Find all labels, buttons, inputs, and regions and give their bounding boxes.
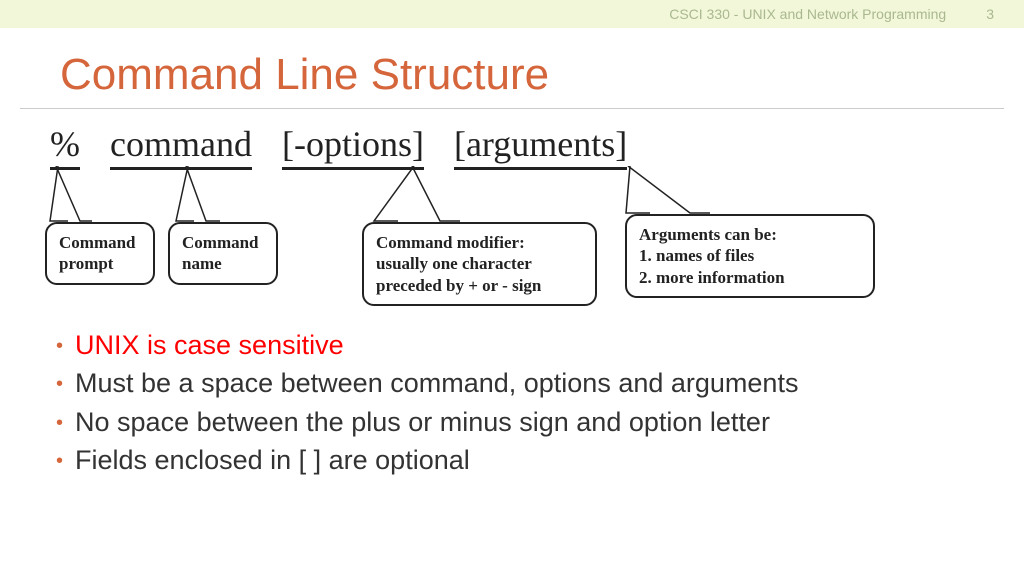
list-item: • Fields enclosed in [ ] are optional (56, 441, 984, 479)
callouts-area: Commandprompt Commandname Command modifi… (50, 170, 974, 320)
bullet-icon: • (56, 336, 63, 356)
syntax-arguments: [arguments] (454, 123, 627, 170)
callout-prompt: Commandprompt (45, 222, 155, 285)
bullet-text: Must be a space between command, options… (75, 364, 798, 402)
header-bar: CSCI 330 - UNIX and Network Programming … (0, 0, 1024, 28)
bullet-icon: • (56, 451, 63, 471)
callout-modifier: Command modifier:usually one characterpr… (362, 222, 597, 306)
syntax-prompt: % (50, 123, 80, 170)
syntax-row: % command [-options] [arguments] (0, 109, 1024, 170)
pointer-icon (360, 166, 480, 226)
syntax-command: command (110, 123, 252, 170)
bullet-text: Fields enclosed in [ ] are optional (75, 441, 470, 479)
list-item: • UNIX is case sensitive (56, 326, 984, 364)
bullet-icon: • (56, 413, 63, 433)
syntax-options: [-options] (282, 123, 424, 170)
list-item: • No space between the plus or minus sig… (56, 403, 984, 441)
bullet-list: • UNIX is case sensitive • Must be a spa… (0, 320, 1024, 479)
bullet-icon: • (56, 374, 63, 394)
callout-arguments: Arguments can be:1. names of files2. mor… (625, 214, 875, 298)
bullet-text: UNIX is case sensitive (75, 326, 344, 364)
pointer-icon (40, 166, 110, 226)
list-item: • Must be a space between command, optio… (56, 364, 984, 402)
pointer-icon (580, 166, 720, 218)
slide-title: Command Line Structure (20, 28, 1004, 109)
course-label: CSCI 330 - UNIX and Network Programming (669, 6, 946, 22)
page-number: 3 (986, 6, 994, 22)
callout-name: Commandname (168, 222, 278, 285)
pointer-icon (158, 166, 238, 226)
bullet-text: No space between the plus or minus sign … (75, 403, 770, 441)
